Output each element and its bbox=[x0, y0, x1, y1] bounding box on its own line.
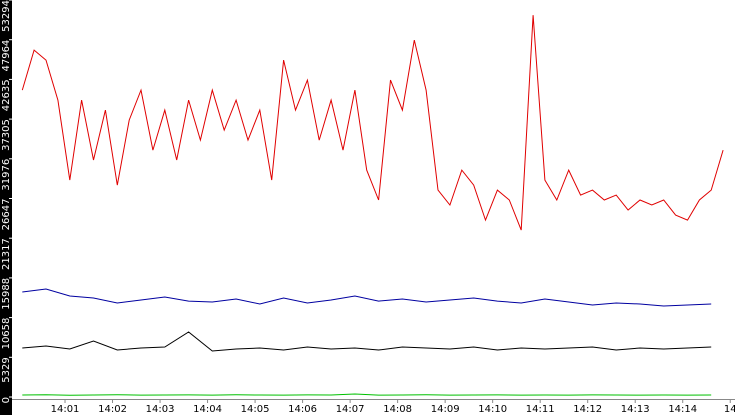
x-tick-label: 14:06 bbox=[288, 404, 317, 415]
x-tick-label: 14:13 bbox=[621, 404, 650, 415]
series-line bbox=[21, 15, 724, 231]
x-tick-label: 14:08 bbox=[383, 404, 412, 415]
series-line bbox=[22, 331, 712, 352]
y-tick-label: 37305 bbox=[1, 119, 12, 151]
x-tick-label: 14:11 bbox=[526, 404, 555, 415]
x-tick-label: 14:02 bbox=[98, 404, 127, 415]
series-line bbox=[22, 393, 712, 396]
x-tick-label: 14:14 bbox=[668, 404, 697, 415]
y-tick-label: 47964 bbox=[1, 40, 12, 72]
y-tick-label: 53294 bbox=[1, 0, 12, 32]
y-tick-label: 42635 bbox=[1, 79, 12, 111]
y-axis-strip bbox=[0, 0, 12, 415]
y-tick-label: 15988 bbox=[1, 278, 12, 310]
x-tick-label: 14:03 bbox=[146, 404, 175, 415]
y-tick-label: 26647 bbox=[1, 199, 12, 231]
x-tick-label: 14:01 bbox=[51, 404, 80, 415]
x-tick-label: 14:10 bbox=[478, 404, 507, 415]
y-tick-label: 31976 bbox=[1, 159, 12, 191]
x-tick-label: 14:09 bbox=[431, 404, 460, 415]
x-tick-label: 14 bbox=[724, 404, 735, 415]
y-tick-label: 10658 bbox=[1, 318, 12, 350]
y-tick-label: 0 bbox=[1, 397, 12, 403]
y-tick-label: 21317 bbox=[1, 238, 12, 270]
x-tick-label: 14:07 bbox=[336, 404, 365, 415]
y-tick-label: 5329 bbox=[1, 357, 12, 382]
x-tick-label: 14:05 bbox=[241, 404, 270, 415]
x-tick-label: 14:04 bbox=[193, 404, 222, 415]
x-tick-label: 14:12 bbox=[573, 404, 602, 415]
series-line bbox=[22, 288, 712, 307]
